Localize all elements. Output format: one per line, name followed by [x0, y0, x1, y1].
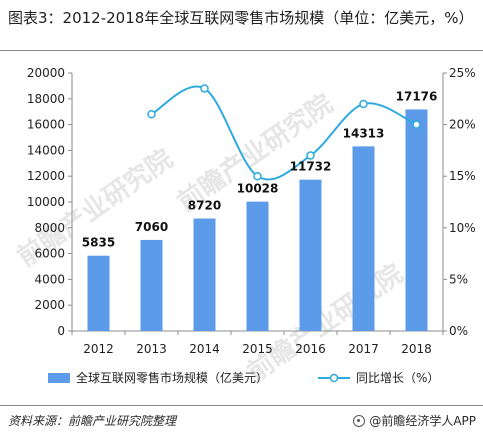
growth-point [359, 99, 368, 109]
legend-line-label: 同比增长（%） [356, 371, 439, 385]
footer-divider [0, 405, 483, 406]
bar-value-label: 10028 [237, 182, 279, 196]
x-axis-tick-label: 2016 [295, 342, 326, 356]
left-axis-tick-label: 14000 [27, 143, 65, 157]
growth-line-series [147, 84, 421, 181]
growth-point [306, 151, 315, 160]
growth-point [253, 171, 262, 181]
bar [299, 179, 322, 331]
left-axis-tick-label: 4000 [34, 272, 65, 286]
bar-value-label: 14313 [343, 126, 385, 140]
left-axis-tick-label: 8000 [34, 221, 65, 235]
x-axis-tick-label: 2014 [189, 342, 220, 356]
legend-bar-swatch [48, 373, 70, 383]
source-note: 资料来源：前瞻产业研究院整理 [8, 414, 177, 428]
bar-value-label: 8720 [188, 199, 221, 213]
bar [405, 109, 428, 332]
brand-credit: @前瞻经济学人APP [353, 411, 476, 431]
title-divider [0, 50, 483, 51]
bar [352, 146, 375, 331]
growth-point [200, 84, 209, 93]
bar [87, 255, 110, 331]
x-axis-tick-label: 2015 [242, 342, 273, 356]
right-axis-tick-label: 15% [449, 169, 476, 183]
bar-data-labels: 5835 7060 8720 10028 11732 14313 17176 [82, 89, 438, 249]
x-axis-tick-label: 2013 [136, 342, 167, 356]
x-axis-tick-label: 2012 [83, 342, 114, 356]
chart-title: 图表3：2012-2018年全球互联网零售市场规模（单位：亿美元，%） [8, 9, 474, 27]
x-axis-tick-label: 2018 [401, 342, 432, 356]
chart-legend: 全球互联网零售市场规模（亿美元） 同比增长（%） [48, 370, 439, 385]
left-axis-tick-label: 16000 [27, 118, 65, 132]
growth-point [147, 110, 156, 119]
bar-value-label: 5835 [82, 236, 115, 250]
bar-value-label: 17176 [396, 89, 438, 103]
bar-value-label: 7060 [135, 220, 168, 234]
legend-bar-label: 全球互联网零售市场规模（亿美元） [76, 370, 268, 385]
left-axis-tick-label: 10000 [27, 195, 65, 209]
left-axis-tick-label: 18000 [27, 92, 65, 106]
bar [140, 239, 163, 331]
bar-value-label: 11732 [290, 160, 332, 174]
footer: 资料来源：前瞻产业研究院整理 @前瞻经济学人APP [8, 411, 478, 431]
legend-line-marker [329, 373, 339, 383]
right-axis-tick-label: 20% [449, 118, 476, 132]
left-axis-tick-label: 20000 [27, 66, 65, 80]
brand-logo-icon [353, 415, 366, 427]
brand-credit-text: @前瞻经济学人APP [369, 414, 476, 428]
bar [246, 201, 269, 331]
bar [193, 218, 216, 331]
right-axis-tick-label: 0% [449, 324, 468, 338]
right-axis-tick-label: 10% [449, 221, 476, 235]
bar-series [87, 109, 428, 332]
left-axis-tick-label: 6000 [34, 247, 65, 261]
left-axis-tick-label: 0 [57, 324, 65, 338]
right-axis-tick-label: 5% [449, 272, 468, 286]
left-axis-tick-label: 12000 [27, 169, 65, 183]
x-axis-tick-label: 2017 [348, 342, 379, 356]
growth-point [412, 120, 421, 129]
right-axis-tick-label: 25% [449, 66, 476, 80]
left-axis-tick-label: 2000 [34, 298, 65, 312]
